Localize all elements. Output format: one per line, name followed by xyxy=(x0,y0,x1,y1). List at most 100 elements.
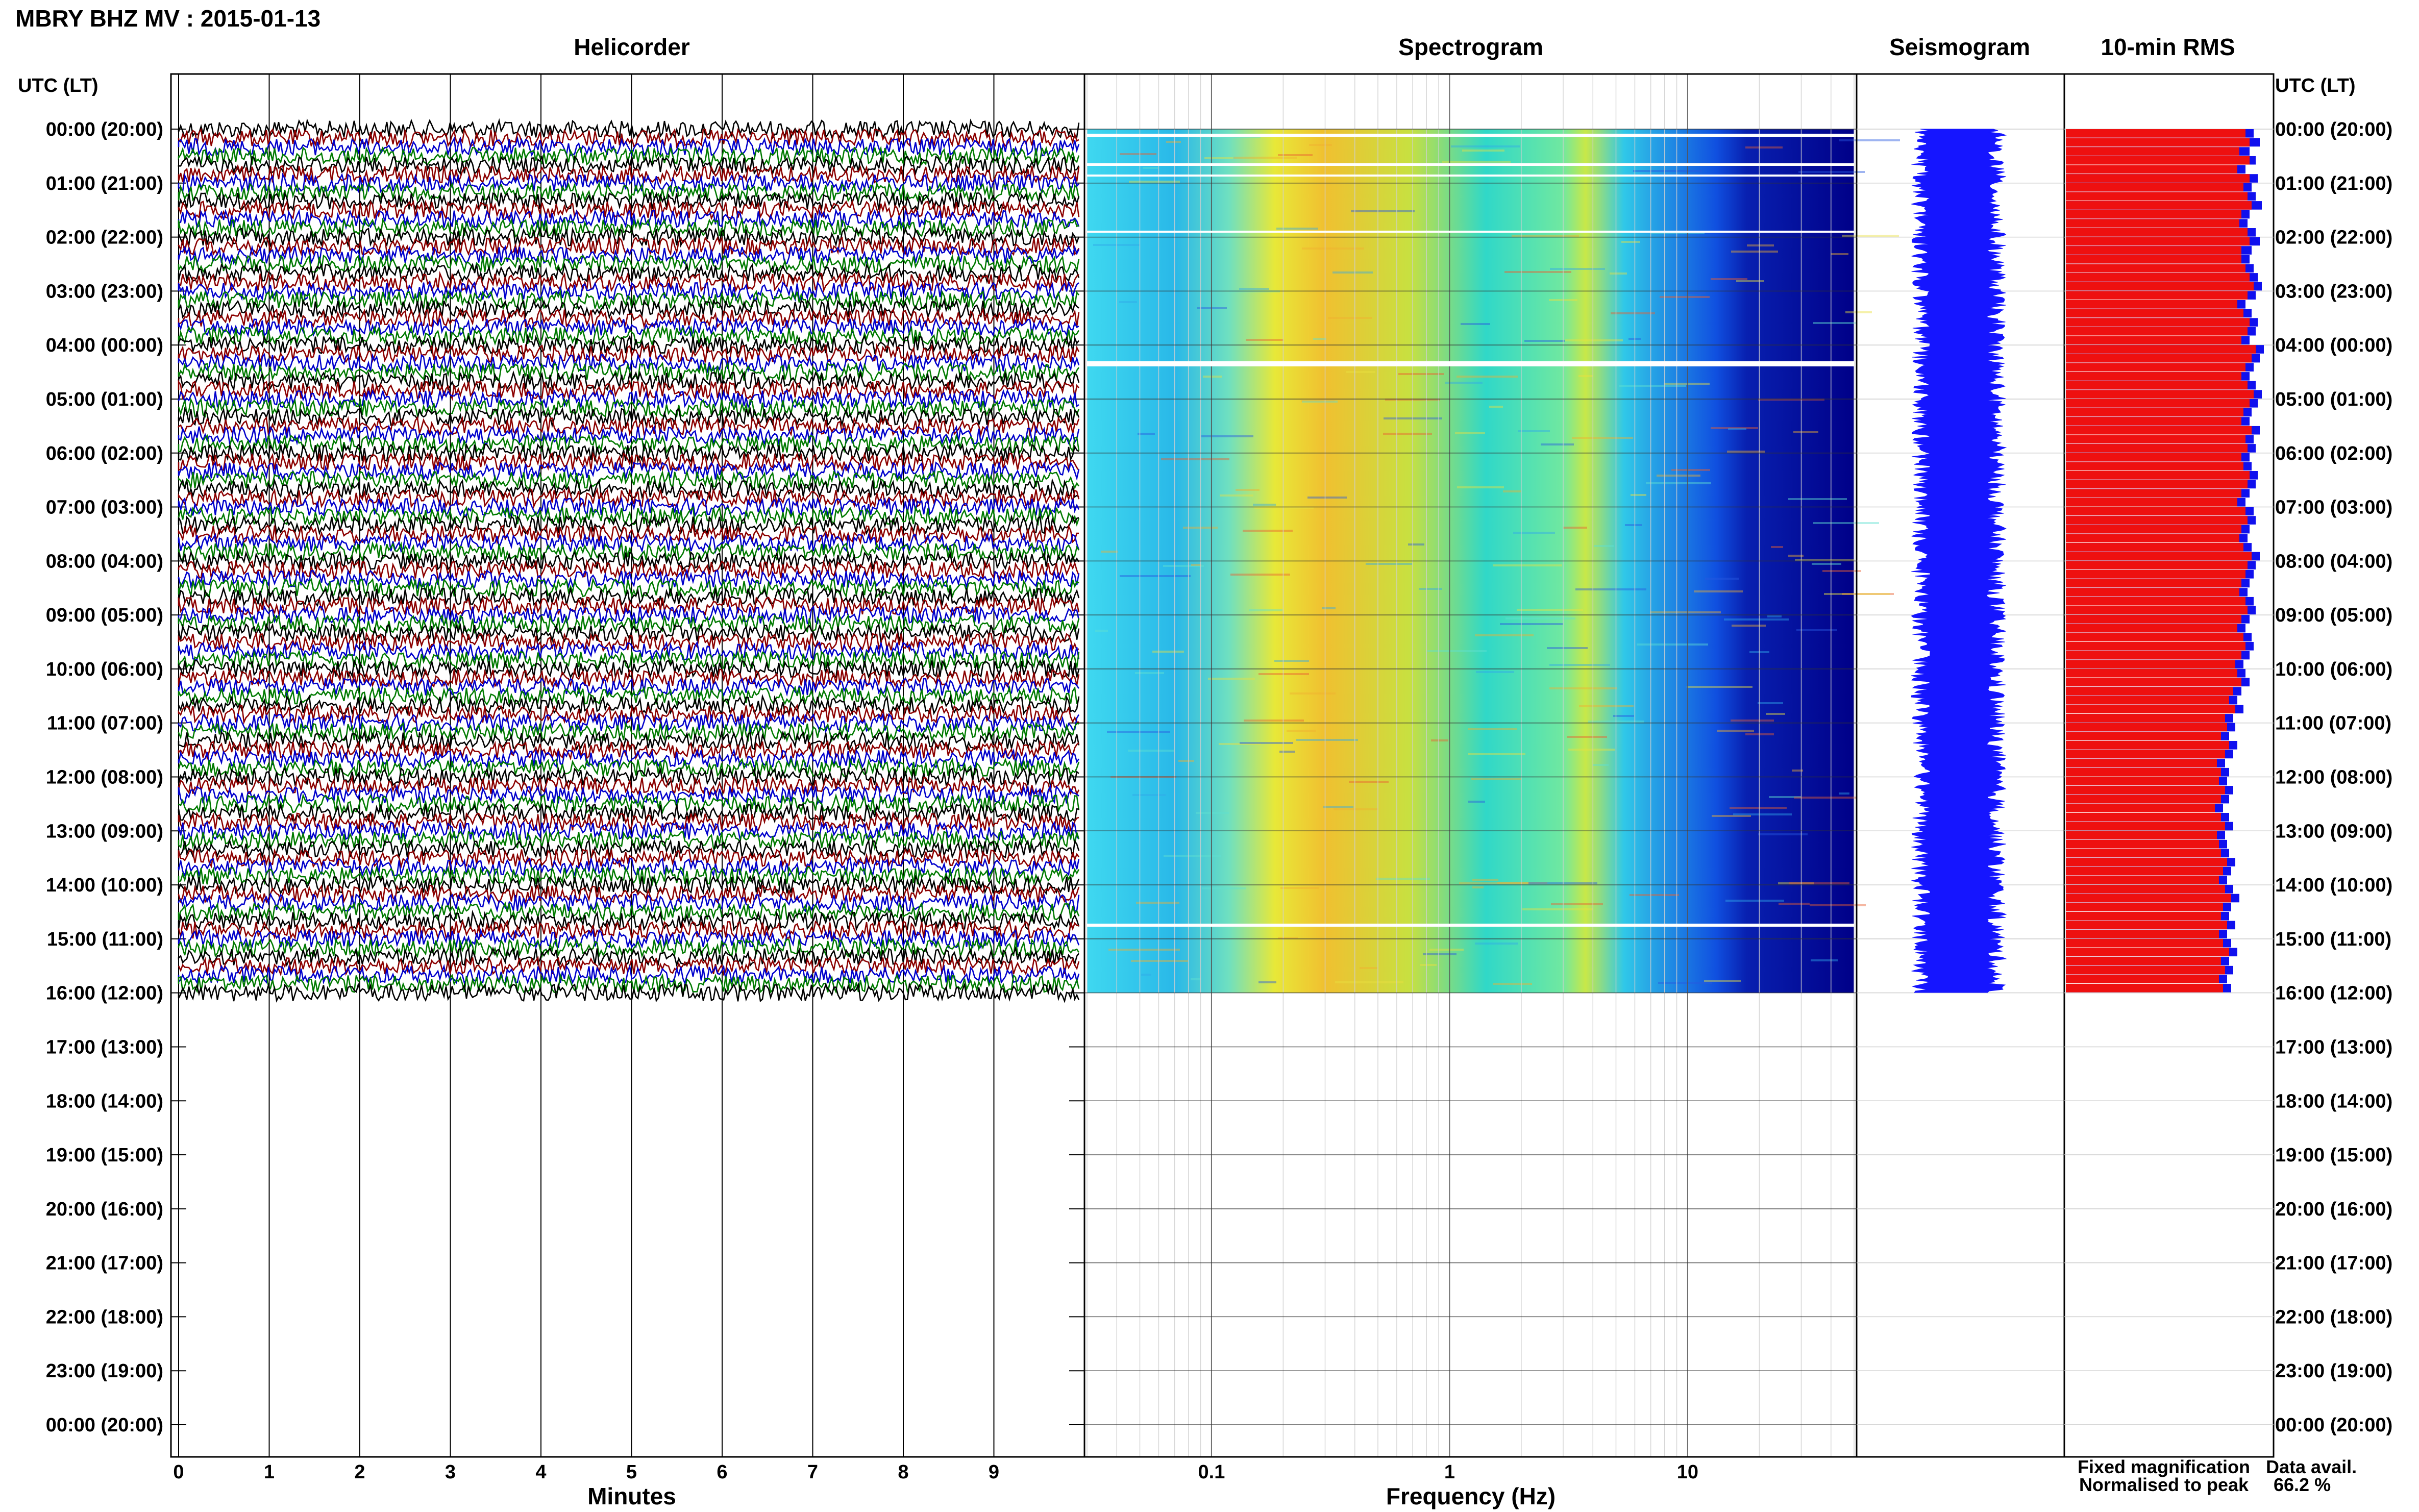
rms-normalised-bar xyxy=(2066,849,2221,858)
helicorder-trace xyxy=(178,469,1080,491)
rms-normalised-bar xyxy=(2066,912,2221,921)
time-label-left: 15:00 (11:00) xyxy=(47,929,163,950)
minute-tick-label: 9 xyxy=(989,1461,999,1483)
spectrogram-speckle xyxy=(1349,781,1389,783)
spectrogram-speckle xyxy=(1549,687,1617,689)
helicorder-trace xyxy=(178,847,1080,869)
rms-normalised-bar xyxy=(2066,957,2221,965)
helicorder-trace xyxy=(178,343,1080,365)
rms-normalised-bar xyxy=(2066,345,2256,354)
spectrogram-speckle xyxy=(1625,524,1642,526)
time-label-right: 18:00 (14:00) xyxy=(2275,1090,2392,1112)
spectrogram-speckle xyxy=(1468,753,1525,755)
time-label-right: 05:00 (01:00) xyxy=(2275,389,2392,410)
spectrogram-speckle xyxy=(1258,981,1276,983)
rms-normalised-bar xyxy=(2066,318,2250,327)
helicorder-trace xyxy=(178,325,1080,347)
spectrogram-speckle xyxy=(1727,451,1765,453)
time-label-left: 04:00 (00:00) xyxy=(46,335,163,356)
spectrogram-speckle xyxy=(1513,532,1555,534)
rms-normalised-bar xyxy=(2066,876,2219,885)
rms-normalised-bar xyxy=(2066,714,2225,723)
spectrogram-speckle xyxy=(1202,887,1246,889)
rms-normalised-bar xyxy=(2066,462,2243,470)
spectrogram-speckle xyxy=(1613,715,1634,717)
frequency-tick-label: 0.1 xyxy=(1198,1461,1225,1483)
spectrogram-speckle xyxy=(1518,430,1550,432)
minute-tick-label: 0 xyxy=(173,1461,184,1483)
spectrogram-speckle xyxy=(1468,801,1485,803)
spectrogram-speckle xyxy=(1095,630,1108,632)
spectrogram-speckle xyxy=(1789,882,1849,884)
helicorder-trace xyxy=(178,460,1080,482)
data-avail-label: Data avail. xyxy=(2266,1456,2357,1477)
helicorder-trace xyxy=(178,676,1080,697)
helicorder-trace xyxy=(178,973,1080,994)
spectrogram-speckle xyxy=(1213,136,1261,138)
helicorder-trace xyxy=(178,577,1079,599)
rms-normalised-bar xyxy=(2066,948,2229,957)
helicorder-trace xyxy=(178,811,1079,833)
rms-normalised-bar xyxy=(2066,839,2219,849)
helicorder-trace xyxy=(178,370,1080,392)
helicorder-trace xyxy=(178,388,1079,410)
rms-normalised-bar xyxy=(2066,597,2245,606)
rms-title: 10-min RMS xyxy=(2101,34,2235,60)
spectrogram-speckle xyxy=(1745,146,1783,148)
helicorder-trace xyxy=(178,793,1080,815)
helicorder-trace xyxy=(178,748,1080,770)
helicorder-trace xyxy=(178,919,1079,941)
helicorder-trace xyxy=(178,496,1080,518)
spectrogram-speckle xyxy=(1442,161,1511,163)
helicorder-trace xyxy=(178,253,1080,275)
helicorder-trace xyxy=(178,307,1080,329)
spectrogram-speckle xyxy=(1219,743,1261,745)
spectrogram-speckle xyxy=(1249,609,1282,611)
spectrogram-speckle xyxy=(1724,618,1789,621)
time-label-left: 05:00 (01:00) xyxy=(46,389,163,410)
spectrogram-speckle xyxy=(1279,751,1295,753)
rms-normalised-bar xyxy=(2066,363,2245,371)
rms-normalised-bar xyxy=(2066,732,2221,740)
spectrogram-speckle xyxy=(1788,498,1847,500)
spectrogram-speckle xyxy=(1671,469,1710,471)
rms-normalised-bar xyxy=(2066,534,2239,542)
spectrogram-speckle xyxy=(1459,882,1529,884)
rms-normalised-bar xyxy=(2066,606,2248,615)
helicorder-trace xyxy=(178,982,1080,1004)
helicorder-trace xyxy=(178,505,1080,527)
helicorder-trace xyxy=(178,604,1080,626)
spectrogram-speckle xyxy=(1792,770,1803,772)
spectrogram-speckle xyxy=(1332,271,1373,274)
rms-normalised-bar xyxy=(2066,435,2245,444)
spectrogram-speckle xyxy=(1522,908,1593,910)
x-axes: 0 1 2 3 4 5 6 7 8 9 0.1 1 10 xyxy=(173,1448,1698,1483)
seismogram-panel xyxy=(1856,73,2065,1458)
spectrogram-speckle xyxy=(1493,564,1562,566)
spectrogram-speckle xyxy=(1431,739,1448,741)
minute-tick-label: 3 xyxy=(445,1461,456,1483)
rms-normalised-bar xyxy=(2066,921,2227,930)
helicorder-trace xyxy=(178,334,1080,355)
helicorder-trace xyxy=(178,721,1079,743)
rms-normalised-bar xyxy=(2066,750,2225,759)
spectrogram-speckle xyxy=(1351,210,1415,212)
helicorder-trace xyxy=(178,756,1080,778)
helicorder-trace xyxy=(178,145,1080,167)
time-label-left: 17:00 (13:00) xyxy=(46,1036,163,1058)
helicorder-trace xyxy=(178,415,1080,437)
rms-normalised-bar xyxy=(2066,129,2245,138)
frequency-tick-label: 10 xyxy=(1677,1461,1698,1483)
rms-normalised-bar xyxy=(2066,615,2241,624)
rms-normalised-bar xyxy=(2066,813,2221,822)
spectrogram-speckle xyxy=(1650,232,1705,234)
spectrogram-speckle xyxy=(1423,953,1457,955)
rms-normalised-bar xyxy=(2066,156,2250,165)
spectrogram-speckle xyxy=(1278,154,1313,156)
helicorder-trace xyxy=(178,901,1080,923)
spectrogram-speckle xyxy=(1143,167,1158,169)
rms-normalised-bar xyxy=(2066,579,2241,588)
rms-normalised-bar xyxy=(2066,273,2250,282)
data-avail-value: 66.2 % xyxy=(2274,1474,2331,1495)
rms-normalised-bar xyxy=(2066,858,2227,866)
